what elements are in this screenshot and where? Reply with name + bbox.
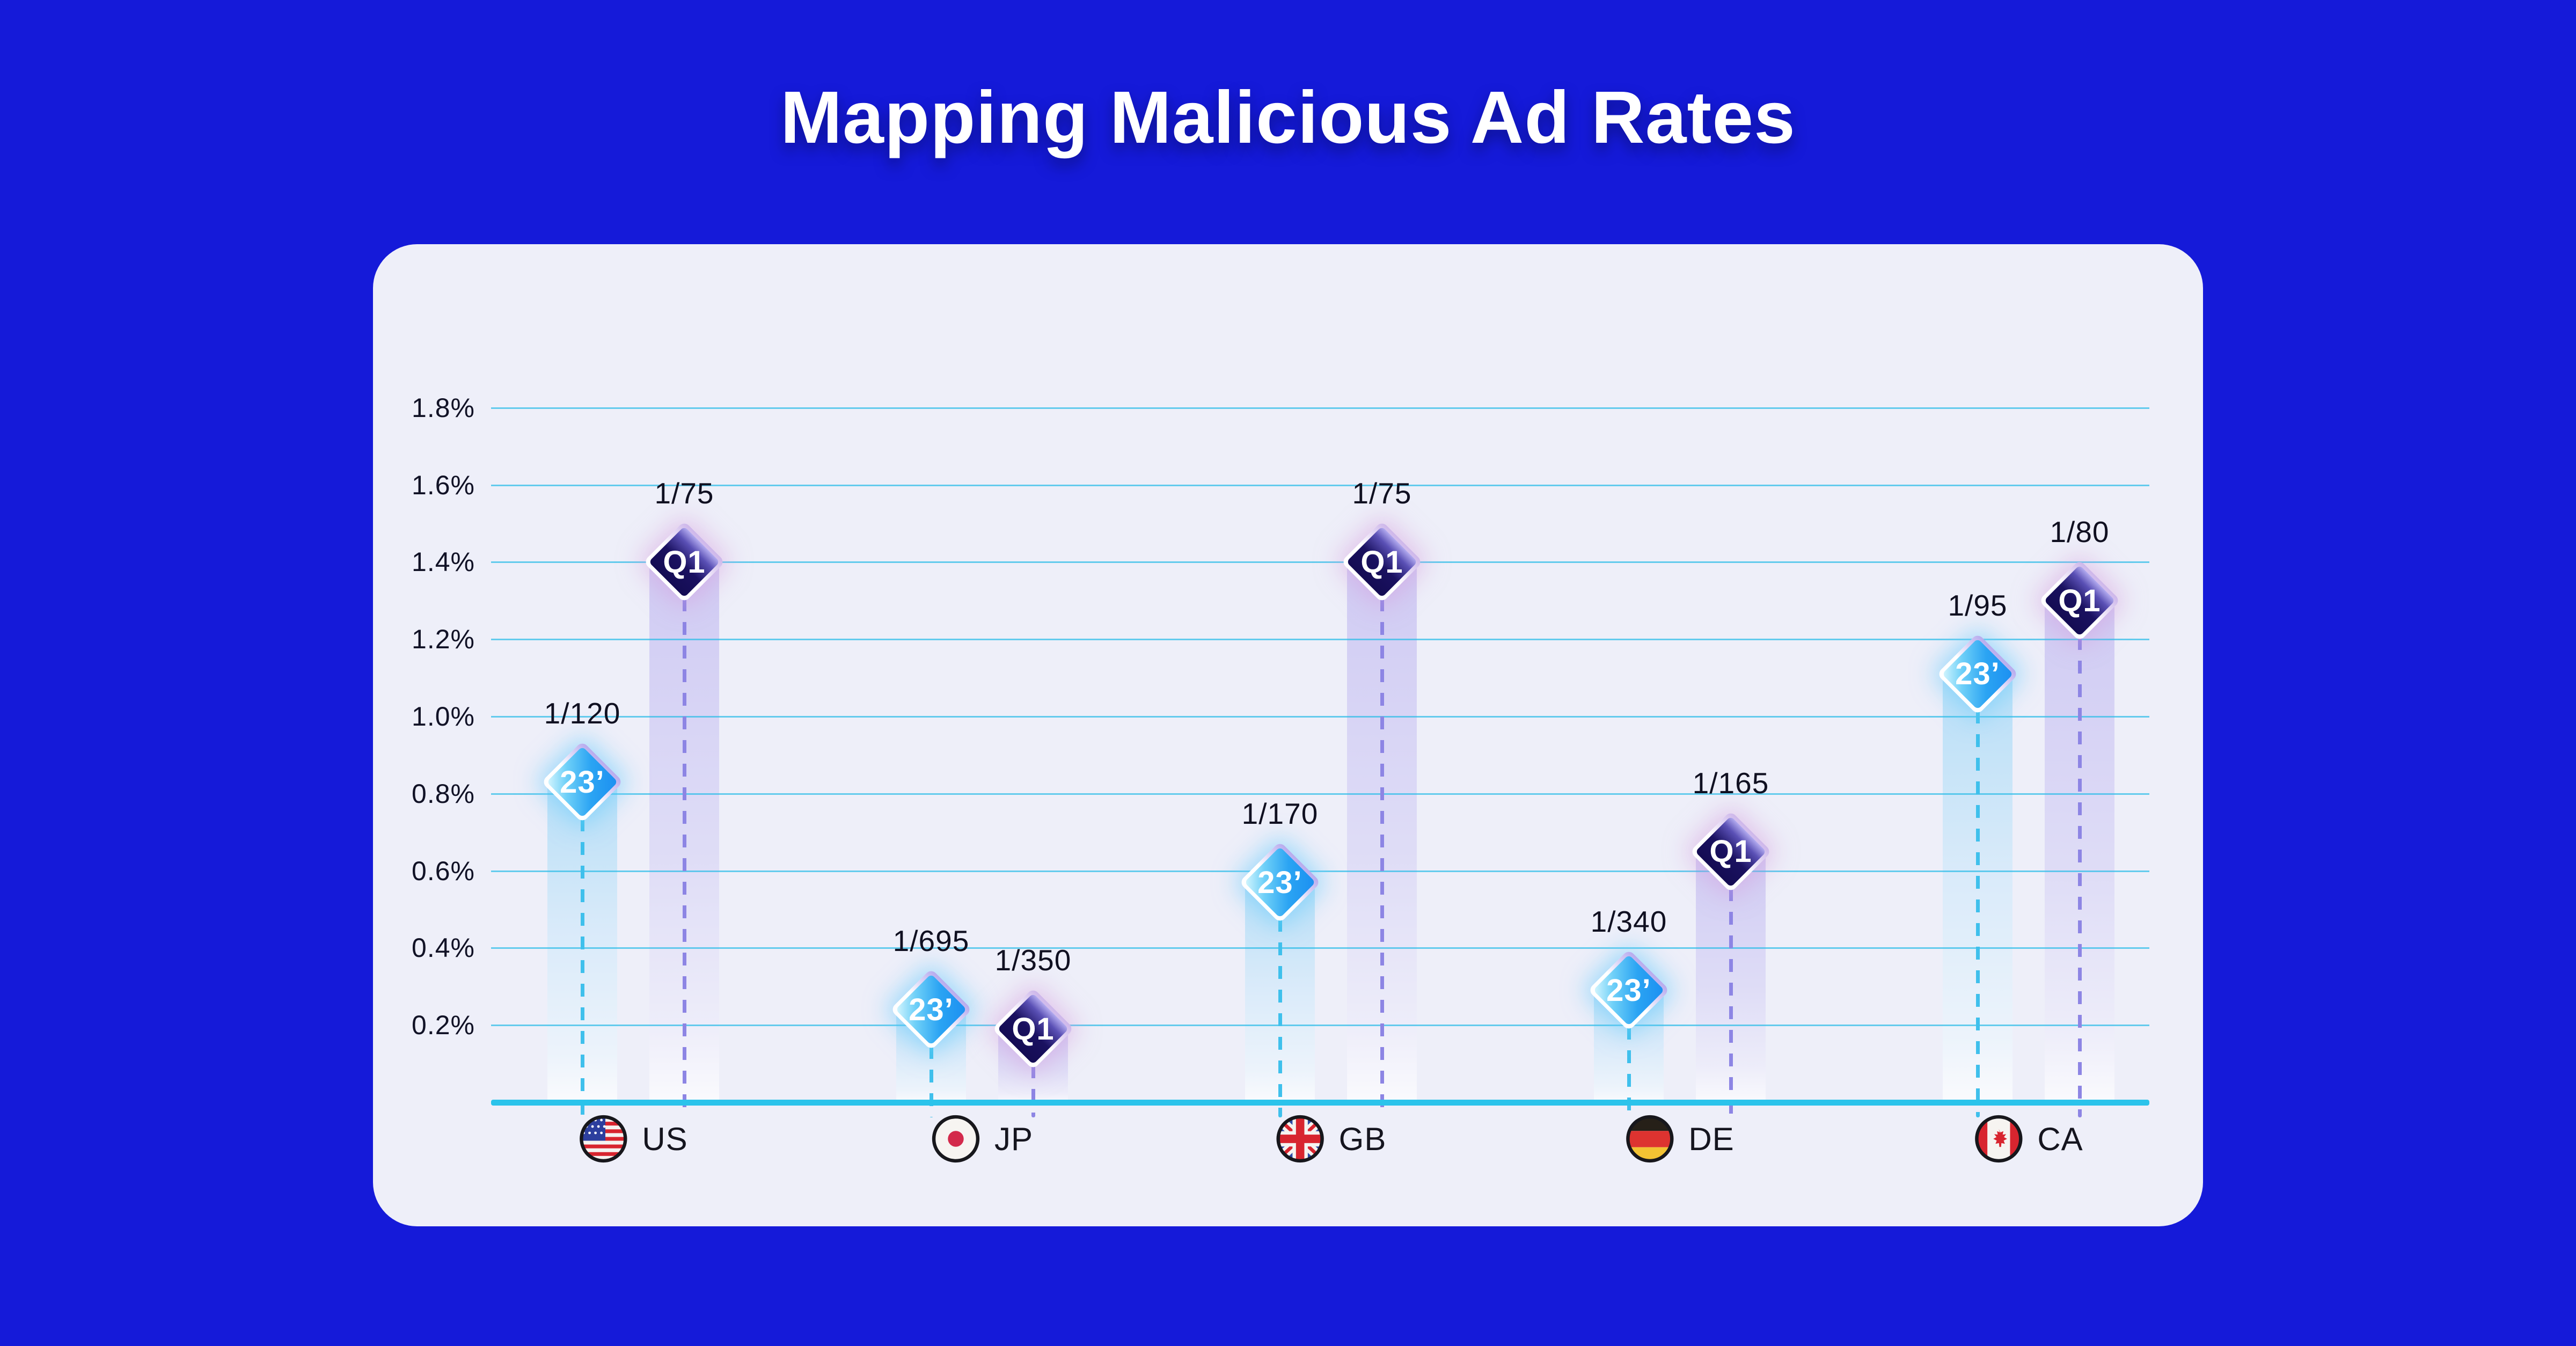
y-axis-tick-label: 1.0% <box>412 701 475 731</box>
x-axis-baseline <box>491 1100 2149 1106</box>
marker-diamond-q1-jp: Q1 <box>992 988 1074 1070</box>
country-label: US <box>642 1121 688 1157</box>
grid-line <box>491 716 2149 718</box>
y-axis-tick-label: 1.8% <box>412 392 475 423</box>
y-axis-tick-label: 1.4% <box>412 547 475 577</box>
marker-dashed-line-q1 <box>2078 637 2082 1117</box>
marker-dashed-line-23 <box>581 818 584 1117</box>
country-label: CA <box>2037 1121 2083 1157</box>
marker-diamond-q1-ca: Q1 <box>2038 559 2121 642</box>
marker-series-label: Q1 <box>1012 1011 1055 1047</box>
rate-label: 1/80 <box>2050 515 2110 549</box>
rate-label: 1/95 <box>1948 588 2008 622</box>
marker-diamond-q1-us: Q1 <box>643 521 726 603</box>
marker-dashed-line-23 <box>1627 1027 1631 1117</box>
de-flag-icon <box>1626 1115 1674 1163</box>
marker-dashed-line-23 <box>1976 710 1980 1117</box>
grid-line <box>491 1025 2149 1027</box>
marker-diamond-23-jp: 23’ <box>890 969 972 1051</box>
rate-label: 1/75 <box>654 477 714 510</box>
y-axis-tick-label: 1.6% <box>412 470 475 500</box>
rate-label: 1/695 <box>892 924 970 958</box>
country-label: DE <box>1688 1121 1735 1157</box>
marker-series-label: 23’ <box>909 992 954 1027</box>
y-axis-tick-label: 0.8% <box>412 778 475 809</box>
grid-line <box>491 947 2149 949</box>
marker-series-label: 23’ <box>1606 972 1651 1008</box>
page-title: Mapping Malicious Ad Rates <box>780 76 1796 159</box>
grid-line <box>491 639 2149 641</box>
grid-line <box>491 793 2149 795</box>
grid-line <box>491 870 2149 872</box>
marker-series-label: Q1 <box>2058 583 2101 618</box>
y-axis-tick-label: 0.2% <box>412 1010 475 1041</box>
jp-flag-icon <box>932 1115 980 1163</box>
marker-dashed-line-q1 <box>683 598 686 1117</box>
grid-line <box>491 561 2149 564</box>
marker-series-label: Q1 <box>1360 544 1403 580</box>
gb-flag-icon <box>1276 1115 1324 1163</box>
marker-series-label: 23’ <box>560 764 605 800</box>
x-axis-country-gb: GB <box>1276 1114 1387 1164</box>
x-axis-country-us: US <box>579 1114 687 1164</box>
x-axis-country-ca: CA <box>1974 1114 2083 1164</box>
marker-diamond-23-ca: 23’ <box>1936 633 2019 715</box>
marker-series-label: 23’ <box>1955 656 2000 692</box>
marker-dashed-line-q1 <box>1031 1065 1035 1117</box>
rate-label: 1/350 <box>994 943 1072 977</box>
marker-diamond-23-us: 23’ <box>541 741 624 823</box>
marker-series-label: 23’ <box>1257 865 1302 900</box>
marker-dashed-line-23 <box>930 1046 933 1117</box>
marker-diamond-23-de: 23’ <box>1587 949 1670 1032</box>
marker-diamond-q1-gb: Q1 <box>1341 521 1423 603</box>
rate-label: 1/75 <box>1352 477 1412 510</box>
country-label: GB <box>1338 1121 1387 1157</box>
plot-area: 1.8% 1.6% 1.4% 1.2% 1.0% 0.8% 0.6% 0.4% 0.2% 23’ 1… <box>373 244 2203 1226</box>
ca-flag-icon <box>1975 1115 2023 1163</box>
marker-series-label: Q1 <box>663 544 706 580</box>
grid-line <box>491 407 2149 409</box>
x-axis-country-jp: JP <box>931 1114 1033 1164</box>
chart-panel: 1.8% 1.6% 1.4% 1.2% 1.0% 0.8% 0.6% 0.4% 0.2% 23’ 1… <box>373 244 2203 1226</box>
rate-label: 1/170 <box>1241 797 1319 831</box>
grid-line <box>491 484 2149 486</box>
marker-diamond-23-gb: 23’ <box>1239 841 1321 924</box>
y-axis-tick-label: 1.2% <box>412 624 475 655</box>
us-flag-icon <box>580 1115 627 1163</box>
y-axis-tick-label: 0.4% <box>412 933 475 963</box>
marker-diamond-q1-de: Q1 <box>1689 810 1772 893</box>
rate-label: 1/340 <box>1590 905 1667 939</box>
x-axis-country-de: DE <box>1625 1114 1734 1164</box>
country-label: JP <box>994 1121 1034 1157</box>
marker-series-label: Q1 <box>1709 834 1752 869</box>
marker-dashed-line-q1 <box>1729 888 1733 1117</box>
rate-label: 1/120 <box>544 697 621 730</box>
rate-label: 1/165 <box>1692 766 1769 800</box>
marker-dashed-line-23 <box>1278 919 1282 1117</box>
y-axis-tick-label: 0.6% <box>412 855 475 886</box>
marker-dashed-line-q1 <box>1380 598 1384 1117</box>
